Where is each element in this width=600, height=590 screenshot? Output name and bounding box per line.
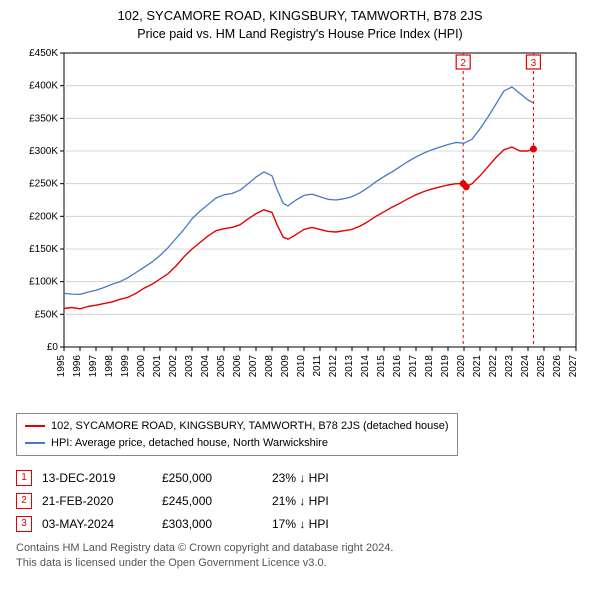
- y-tick-label: £50K: [35, 309, 59, 320]
- x-tick-label: 2005: [216, 355, 227, 378]
- event-date: 21-FEB-2020: [42, 489, 162, 512]
- events-table: 1 13-DEC-2019£250,00023% ↓ HPI 2 21-FEB-202…: [16, 466, 584, 535]
- event-marker-label: 3: [531, 58, 537, 69]
- y-tick-label: £0: [47, 342, 59, 353]
- y-tick-label: £250K: [29, 179, 58, 190]
- x-tick-label: 1995: [56, 355, 67, 378]
- event-price: £303,000: [162, 512, 272, 535]
- x-tick-label: 2018: [424, 355, 435, 378]
- event-marker-label: 2: [460, 58, 466, 69]
- event-delta: 21% ↓ HPI: [272, 489, 339, 512]
- legend-box: 102, SYCAMORE ROAD, KINGSBURY, TAMWORTH,…: [16, 413, 458, 456]
- line-chart-svg: £0 £50K £100K £150K £200K £250K £300K £350K £400…: [16, 47, 584, 407]
- x-tick-label: 2027: [568, 355, 579, 378]
- x-tick-label: 1998: [104, 355, 115, 378]
- event-date: 13-DEC-2019: [42, 466, 162, 489]
- x-tick-label: 2009: [280, 355, 291, 378]
- legend-item: 102, SYCAMORE ROAD, KINGSBURY, TAMWORTH,…: [25, 418, 449, 435]
- x-tick-label: 2016: [392, 355, 403, 378]
- chart-title: 102, SYCAMORE ROAD, KINGSBURY, TAMWORTH,…: [16, 8, 584, 23]
- y-tick-label: £300K: [29, 146, 58, 157]
- event-row: 2 21-FEB-2020£245,00021% ↓ HPI: [16, 489, 339, 512]
- x-tick-label: 2012: [328, 355, 339, 378]
- event-price: £245,000: [162, 489, 272, 512]
- x-tick-label: 2007: [248, 355, 259, 378]
- x-tick-label: 2020: [456, 355, 467, 378]
- legend-swatch: [25, 425, 45, 427]
- event-price: £250,000: [162, 466, 272, 489]
- x-tick-label: 2002: [168, 355, 179, 378]
- x-tick-label: 2025: [536, 355, 547, 378]
- x-tick-label: 2024: [520, 355, 531, 378]
- x-tick-label: 2010: [296, 355, 307, 378]
- legend-item: HPI: Average price, detached house, Nort…: [25, 435, 449, 452]
- series-marker: [463, 183, 470, 190]
- x-tick-label: 2017: [408, 355, 419, 378]
- x-tick-label: 2006: [232, 355, 243, 378]
- y-tick-label: £350K: [29, 113, 58, 124]
- event-marker-box: 1: [16, 470, 32, 486]
- series-marker: [530, 146, 537, 153]
- footer-line-1: Contains HM Land Registry data © Crown c…: [16, 541, 584, 556]
- legend-label: HPI: Average price, detached house, Nort…: [51, 435, 328, 452]
- y-tick-label: £400K: [29, 81, 58, 92]
- x-tick-label: 2026: [552, 355, 563, 378]
- event-delta: 23% ↓ HPI: [272, 466, 339, 489]
- event-marker-box: 3: [16, 516, 32, 532]
- x-tick-label: 2014: [360, 355, 371, 378]
- legend-swatch: [25, 442, 45, 444]
- x-tick-label: 2008: [264, 355, 275, 378]
- x-tick-label: 2013: [344, 355, 355, 378]
- chart-area: £0 £50K £100K £150K £200K £250K £300K £350K £400…: [16, 47, 584, 407]
- x-tick-label: 1999: [120, 355, 131, 378]
- event-marker-box: 2: [16, 493, 32, 509]
- y-tick-label: £200K: [29, 211, 58, 222]
- x-tick-label: 2004: [200, 355, 211, 378]
- x-tick-label: 2021: [472, 355, 483, 378]
- x-tick-label: 2001: [152, 355, 163, 378]
- footer-attribution: Contains HM Land Registry data © Crown c…: [16, 541, 584, 571]
- x-tick-label: 2000: [136, 355, 147, 378]
- x-tick-label: 1996: [72, 355, 83, 378]
- footer-line-2: This data is licensed under the Open Gov…: [16, 556, 584, 571]
- y-tick-label: £150K: [29, 244, 58, 255]
- event-date: 03-MAY-2024: [42, 512, 162, 535]
- event-row: 1 13-DEC-2019£250,00023% ↓ HPI: [16, 466, 339, 489]
- legend-label: 102, SYCAMORE ROAD, KINGSBURY, TAMWORTH,…: [51, 418, 449, 435]
- event-delta: 17% ↓ HPI: [272, 512, 339, 535]
- figure-root: 102, SYCAMORE ROAD, KINGSBURY, TAMWORTH,…: [0, 0, 600, 590]
- x-tick-label: 1997: [88, 355, 99, 378]
- x-tick-label: 2022: [488, 355, 499, 378]
- event-row: 3 03-MAY-2024£303,00017% ↓ HPI: [16, 512, 339, 535]
- y-tick-label: £100K: [29, 277, 58, 288]
- y-tick-label: £450K: [29, 48, 58, 59]
- x-tick-label: 2019: [440, 355, 451, 378]
- chart-subtitle: Price paid vs. HM Land Registry's House …: [16, 27, 584, 41]
- x-tick-label: 2015: [376, 355, 387, 378]
- x-tick-label: 2011: [312, 355, 323, 377]
- x-tick-label: 2023: [504, 355, 515, 378]
- x-tick-label: 2003: [184, 355, 195, 378]
